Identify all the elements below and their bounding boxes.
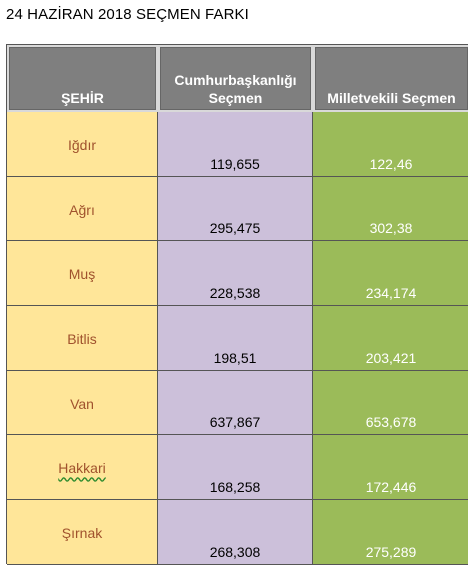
- city-label: Hakkari: [58, 460, 106, 477]
- city-cell-hakkari: Hakkari: [7, 435, 158, 501]
- parliamentary-cell: 302,38: [313, 176, 468, 242]
- presidential-cell: 119,655: [158, 112, 313, 177]
- city-cell: Muş: [7, 241, 158, 307]
- city-cell: Ağrı: [7, 176, 158, 242]
- presidential-cell: 198,51: [158, 306, 313, 371]
- city-cell: Bitlis: [7, 306, 158, 371]
- parliamentary-cell: 653,678: [313, 370, 468, 436]
- parliamentary-cell: 275,289: [313, 500, 468, 565]
- presidential-cell: 295,475: [158, 176, 313, 242]
- parliamentary-cell: 234,174: [313, 241, 468, 307]
- presidential-cell: 228,538: [158, 241, 313, 307]
- header-presidential: Cumhurbaşkanlığı Seçmen: [158, 45, 313, 112]
- parliamentary-cell: 122,46: [313, 112, 468, 177]
- presidential-cell: 637,867: [158, 370, 313, 436]
- parliamentary-cell: 203,421: [313, 306, 468, 371]
- presidential-cell: 168,258: [158, 435, 313, 501]
- voter-difference-table: ŞEHİR Cumhurbaşkanlığı Seçmen Milletveki…: [6, 44, 468, 565]
- header-parliamentary: Milletvekili Seçmen: [313, 45, 468, 112]
- page-title: 24 HAZİRAN 2018 SEÇMEN FARKI: [6, 6, 249, 23]
- parliamentary-cell: 172,446: [313, 435, 468, 501]
- city-cell: Van: [7, 370, 158, 436]
- city-cell: Şırnak: [7, 500, 158, 565]
- header-city: ŞEHİR: [7, 45, 158, 112]
- presidential-cell: 268,308: [158, 500, 313, 565]
- city-cell: Iğdır: [7, 112, 158, 177]
